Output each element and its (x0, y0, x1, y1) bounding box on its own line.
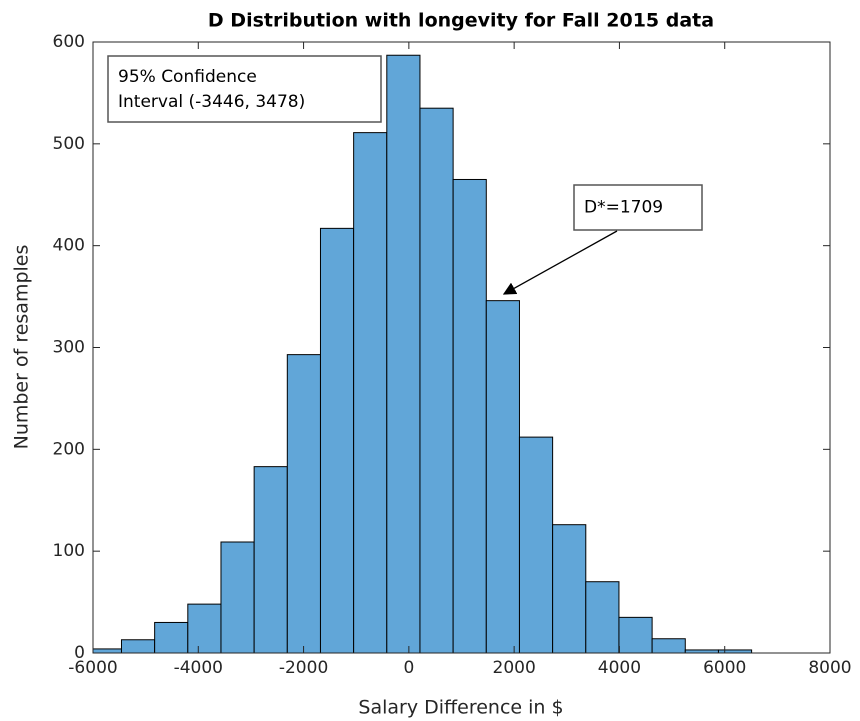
bar (618, 616, 653, 653)
y-tick-label: 100 (53, 541, 85, 561)
y-tick-label: 500 (53, 134, 85, 154)
bar (452, 178, 487, 653)
bar (518, 436, 554, 653)
x-tick-label: -6000 (68, 658, 117, 678)
y-tick-label: 200 (53, 439, 85, 459)
bar (120, 639, 156, 653)
annotation-text: 95% Confidence (118, 67, 257, 87)
bar (154, 621, 189, 653)
annotation-box (107, 55, 382, 123)
bar (319, 227, 355, 653)
annotation-box (573, 184, 703, 231)
bar (585, 581, 620, 653)
y-tick-label: 400 (53, 236, 85, 256)
axes: -6000 -4000 -2000 0 2000 4000 6000 8000 0 100 200 3… (53, 32, 852, 678)
bar (485, 300, 520, 653)
x-axis-label: Salary Difference in $ (358, 697, 563, 719)
chart-title: D Distribution with longevity for Fall 2… (208, 10, 714, 32)
x-tick-label: -4000 (174, 658, 223, 678)
bar (552, 524, 587, 653)
bar (253, 466, 288, 653)
bar (286, 354, 321, 653)
y-tick-label: 300 (53, 338, 85, 358)
x-tick-label: -2000 (279, 658, 328, 678)
bar (220, 541, 255, 653)
annotation-text: Interval (-3446, 3478) (118, 92, 305, 112)
y-tick-label: 0 (74, 643, 85, 663)
annotation-text: D*=1709 (584, 198, 663, 218)
x-tick-label: 8000 (808, 658, 851, 678)
x-tick-label: 4000 (598, 658, 641, 678)
y-axis-label: Number of resamples (11, 245, 33, 450)
x-tick-label: 2000 (493, 658, 536, 678)
bar (651, 638, 686, 653)
bar (353, 132, 388, 653)
bar (419, 107, 454, 653)
x-tick-label: 6000 (703, 658, 746, 678)
bars (93, 54, 753, 653)
y-tick-label: 600 (53, 32, 85, 52)
bar (187, 603, 222, 653)
x-tick-label: 0 (403, 658, 414, 678)
bar (717, 649, 753, 653)
bar (386, 54, 421, 653)
annotation-arrow (502, 230, 618, 295)
